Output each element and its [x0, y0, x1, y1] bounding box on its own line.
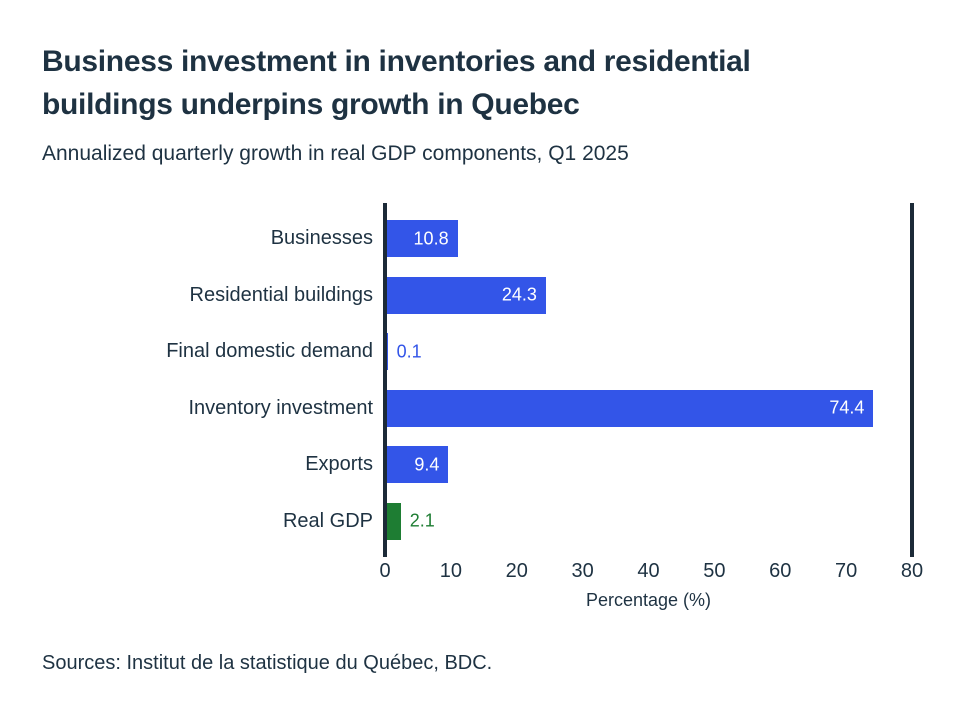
chart-row: Businesses 10.8	[42, 220, 910, 257]
bar-track: 10.8	[387, 220, 910, 257]
chart-row: Exports 9.4	[42, 446, 910, 484]
chart-subtitle: Annualized quarterly growth in real GDP …	[42, 142, 629, 165]
bar: 10.8	[387, 220, 458, 257]
bar: 24.3	[387, 276, 546, 314]
category-label: Businesses	[270, 227, 373, 249]
x-axis-ticks: 0 10 20 30 40 50 60 70 80	[379, 560, 923, 586]
category-label: Final domestic demand	[166, 340, 373, 363]
chart-rows: Businesses 10.8 Residential buildings 24.3 F…	[42, 220, 910, 540]
chart-row: Real GDP 2.1	[42, 502, 910, 540]
page-title-line-1: Business investment in inventories and r…	[42, 45, 751, 78]
x-tick-label: 70	[835, 560, 858, 582]
category-label: Real GDP	[282, 509, 373, 532]
bar-track: 74.4	[387, 389, 910, 427]
x-tick-label: 50	[703, 560, 726, 582]
plot-area: Businesses 10.8 Residential buildings 24.3 F…	[42, 203, 914, 557]
bar: 9.4	[387, 446, 449, 484]
plot-right-boundary-line	[910, 203, 914, 557]
category-label: Inventory investment	[188, 396, 373, 419]
bar-track: 24.3	[387, 276, 910, 314]
chart-row: Final domestic demand 0.1	[42, 333, 910, 371]
bar: 0.1	[387, 333, 422, 371]
x-tick-label: 80	[900, 560, 924, 582]
bar-track: 2.1	[387, 502, 910, 540]
bar-value-label: 9.4	[414, 454, 440, 475]
bar-value-label: 2.1	[409, 510, 435, 531]
bar-track: 0.1	[387, 333, 910, 371]
x-axis-title: Percentage (%)	[585, 590, 712, 610]
x-tick-label: 30	[571, 560, 594, 582]
category-label: Residential buildings	[189, 283, 373, 306]
bar: 74.4	[387, 389, 874, 427]
chart-row: Residential buildings 24.3	[42, 276, 910, 314]
x-tick-label: 20	[505, 560, 528, 582]
category-label: Exports	[305, 453, 373, 476]
x-tick-label: 0	[379, 560, 391, 582]
page-title-line-2: buildings underpins growth in Quebec	[42, 88, 580, 121]
bar-value-label: 0.1	[396, 341, 422, 362]
y-axis-line	[383, 203, 387, 557]
bar-value-label: 74.4	[829, 397, 865, 418]
x-tick-label: 60	[769, 560, 792, 582]
bar: 2.1	[387, 502, 435, 540]
bar-track: 9.4	[387, 446, 910, 484]
x-tick-label: 10	[439, 560, 462, 582]
chart-header: Business investment in inventories and r…	[42, 40, 872, 166]
x-tick-label: 40	[637, 560, 660, 582]
bar-value-label: 10.8	[413, 228, 449, 248]
bar-value-label: 24.3	[501, 284, 537, 305]
chart-row: Inventory investment 74.4	[42, 389, 910, 427]
source-note: Sources: Institut de la statistique du Q…	[42, 652, 493, 674]
